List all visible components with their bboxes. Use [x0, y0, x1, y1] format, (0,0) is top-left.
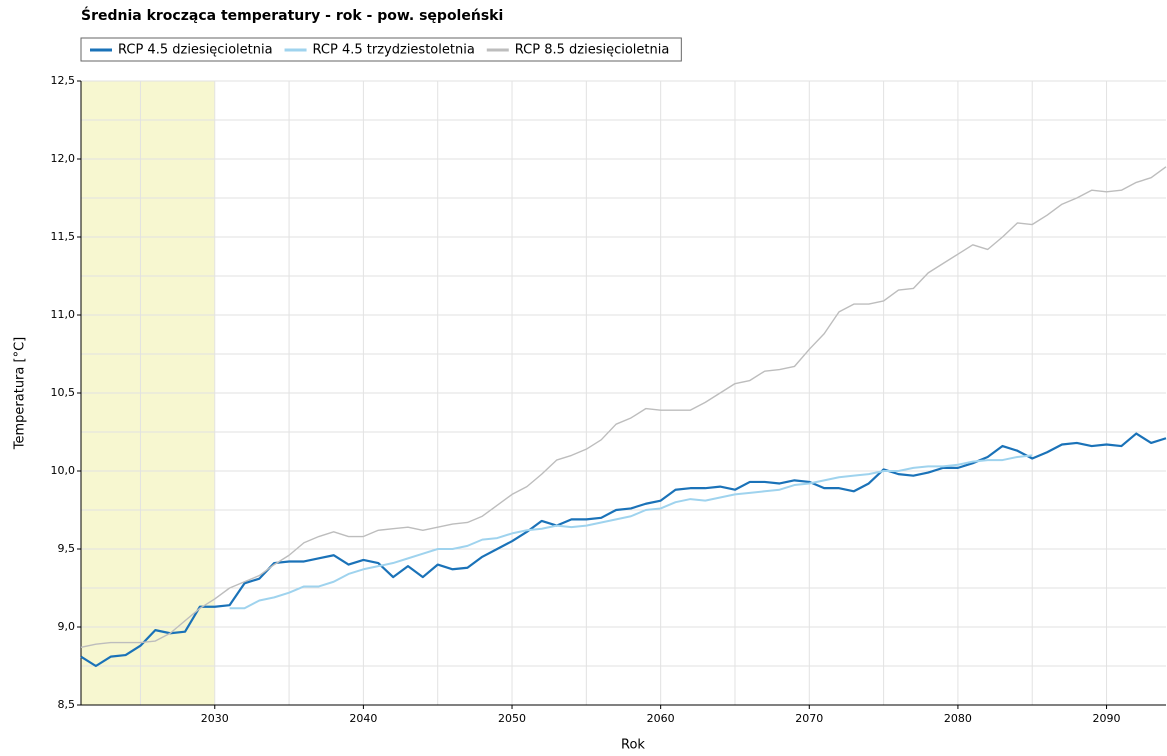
legend-label: RCP 8.5 dziesięcioletnia: [515, 43, 670, 58]
x-tick-label: 2050: [498, 712, 526, 725]
legend-box: [80, 37, 682, 62]
x-axis-label: Rok: [621, 738, 645, 753]
series-line: [80, 166, 1167, 648]
series-line: [80, 432, 1167, 668]
x-tick-label: 2060: [647, 712, 675, 725]
legend-label: RCP 4.5 trzydziestoletnia: [313, 43, 475, 58]
series-line: [229, 454, 1033, 610]
y-tick-label: 11,5: [51, 230, 76, 243]
y-tick-label: 10,5: [51, 386, 76, 399]
y-tick-label: 8,5: [58, 698, 76, 711]
y-tick-label: 12,0: [51, 152, 76, 165]
y-axis-label: Temperatura [°C]: [13, 337, 28, 450]
x-tick-label: 2030: [201, 712, 229, 725]
y-tick-label: 9,5: [58, 542, 76, 555]
x-tick-label: 2080: [944, 712, 972, 725]
y-tick-label: 11,0: [51, 308, 76, 321]
x-tick-label: 2090: [1093, 712, 1121, 725]
y-tick-label: 10,0: [51, 464, 76, 477]
y-tick-label: 9,0: [58, 620, 76, 633]
legend-label: RCP 4.5 dziesięcioletnia: [118, 43, 273, 58]
x-tick-label: 2040: [349, 712, 377, 725]
x-tick-label: 2070: [795, 712, 823, 725]
y-tick-label: 12,5: [51, 74, 76, 87]
chart-title: Średnia krocząca temperatury - rok - pow…: [81, 6, 503, 24]
